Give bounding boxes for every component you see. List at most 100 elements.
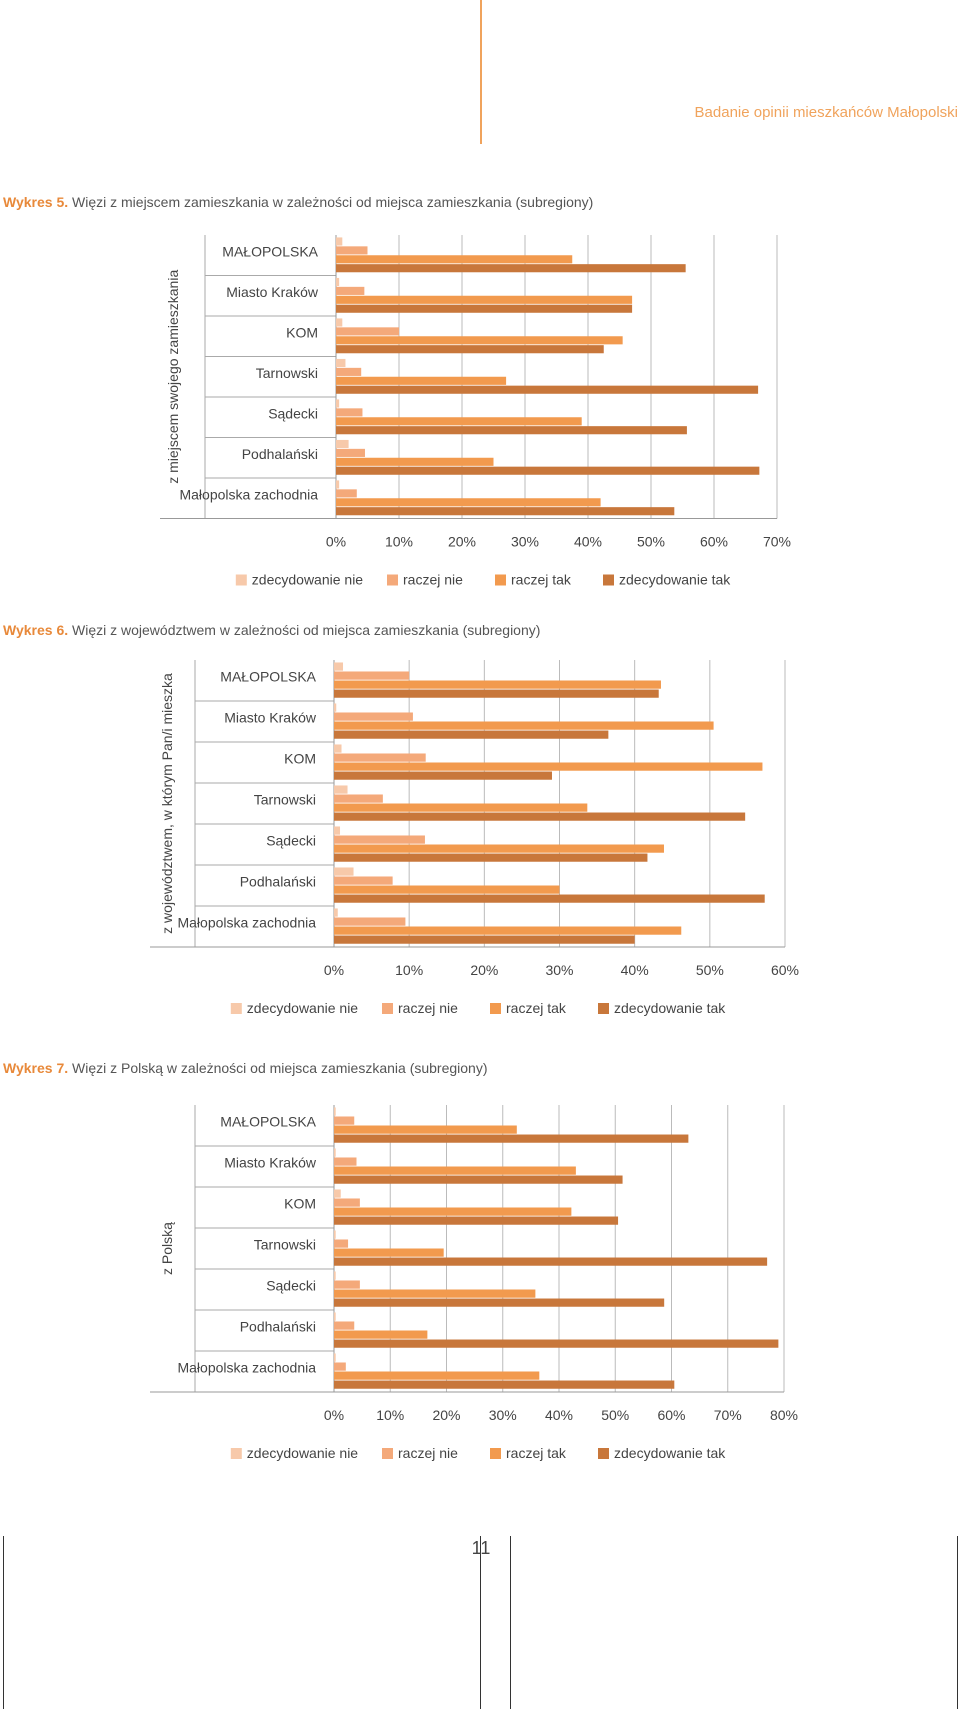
bar [334, 908, 338, 917]
y-axis-label: z województwem, w którym Pan/i mieszka [159, 673, 175, 934]
bar [334, 712, 413, 721]
bar [334, 1312, 336, 1321]
category-label: MAŁOPOLSKA [220, 669, 316, 685]
category-label: Podhalański [240, 874, 316, 890]
bar [334, 894, 765, 903]
x-tick-label: 60% [700, 534, 728, 550]
category-label: Sądecki [266, 1278, 316, 1294]
legend-label: zdecydowanie nie [247, 1445, 359, 1461]
x-tick-label: 10% [376, 1407, 404, 1423]
legend-swatch [603, 574, 614, 586]
category-label: Tarnowski [254, 1237, 316, 1253]
bar [334, 917, 406, 926]
category-label: Tarnowski [254, 792, 316, 808]
x-tick-label: 0% [326, 534, 346, 550]
chart-caption-number: Wykres 7. [3, 1060, 69, 1076]
legend-swatch [382, 1448, 393, 1459]
bar [336, 327, 399, 336]
legend-label: raczej tak [506, 1445, 567, 1461]
x-tick-label: 10% [395, 962, 423, 978]
bar [334, 753, 426, 762]
bar [334, 867, 354, 876]
bar [336, 255, 573, 264]
bar [336, 466, 760, 475]
bar [334, 1116, 355, 1125]
bar [334, 1257, 768, 1266]
bar [334, 1148, 336, 1157]
category-label: Sądecki [266, 833, 316, 849]
chart-caption-5: Wykres 5. Więzi z miejscem zamieszkania … [3, 194, 593, 210]
bar [336, 295, 633, 304]
bar-chart-7: 0% 10% 20% 30% 40% 50% 60% 70% 80% MAŁOPOLSKA Mias… [150, 1105, 798, 1461]
legend-swatch [387, 574, 398, 586]
chart-caption-number: Wykres 6. [3, 622, 69, 638]
bar [334, 812, 746, 821]
bar [334, 835, 425, 844]
bar [336, 246, 368, 255]
category-label: Miasto Kraków [224, 1155, 317, 1171]
bar [334, 803, 588, 812]
category-label: Podhalański [240, 1319, 316, 1335]
x-tick-label: 0% [324, 962, 344, 978]
x-tick-label: 70% [763, 534, 791, 550]
category-label: Podhalański [242, 446, 318, 462]
x-tick-label: 50% [637, 534, 665, 550]
bar [334, 885, 560, 894]
bar [334, 935, 635, 944]
legend-label: raczej nie [398, 1000, 458, 1016]
bar [334, 876, 393, 885]
x-tick-label: 0% [324, 1407, 344, 1423]
bar [334, 1362, 346, 1371]
bar [334, 1289, 536, 1298]
bar [334, 1248, 444, 1257]
category-label: Małopolska zachodnia [179, 486, 318, 502]
x-tick-label: 40% [574, 534, 602, 550]
legend-label: zdecydowanie nie [252, 572, 364, 588]
legend-swatch [230, 1003, 242, 1014]
bar [336, 264, 686, 273]
x-tick-label: 20% [470, 962, 498, 978]
chart-caption-6: Wykres 6. Więzi z województwem w zależno… [3, 622, 540, 638]
x-tick-label: 30% [545, 962, 573, 978]
x-tick-label: 60% [771, 962, 799, 978]
bar [336, 358, 346, 368]
header-accent-line [480, 0, 482, 144]
bar [334, 1330, 428, 1339]
legend-swatch [598, 1448, 609, 1459]
bar [336, 498, 601, 507]
bar [334, 721, 714, 730]
bar [334, 1371, 540, 1380]
bar [334, 1107, 336, 1116]
bar [336, 399, 340, 408]
bar [334, 1230, 336, 1239]
category-label: Małopolska zachodnia [177, 1360, 316, 1376]
category-label: MAŁOPOLSKA [220, 1114, 316, 1130]
bar [334, 794, 383, 803]
legend-swatch [490, 1003, 501, 1014]
bar [336, 237, 343, 246]
bar [334, 689, 659, 698]
x-tick-label: 10% [385, 534, 413, 550]
x-tick-label: 30% [511, 534, 539, 550]
footer-line-center-right [510, 1536, 511, 1709]
bar [336, 417, 582, 426]
legend-label: raczej nie [398, 1445, 458, 1461]
bar [334, 1189, 341, 1198]
bar [334, 1298, 665, 1307]
bar-chart-5: 0% 10% 20% 30% 40% 50% 60% 70% MAŁOPOLSKA Miasto … [160, 235, 791, 588]
category-label: Miasto Kraków [226, 284, 319, 300]
legend-label: zdecydowanie nie [247, 1000, 359, 1016]
bar [336, 367, 362, 376]
bar [334, 671, 410, 680]
legend-label: raczej nie [403, 572, 463, 588]
footer-line-center-left [480, 1536, 481, 1709]
bar [334, 826, 341, 835]
legend-label: raczej tak [511, 572, 572, 588]
bar [336, 286, 365, 295]
bar [334, 926, 682, 935]
bar [336, 408, 363, 417]
bar [334, 1216, 619, 1225]
legend-swatch [495, 574, 506, 586]
bar [334, 1198, 360, 1207]
bar [334, 662, 344, 671]
